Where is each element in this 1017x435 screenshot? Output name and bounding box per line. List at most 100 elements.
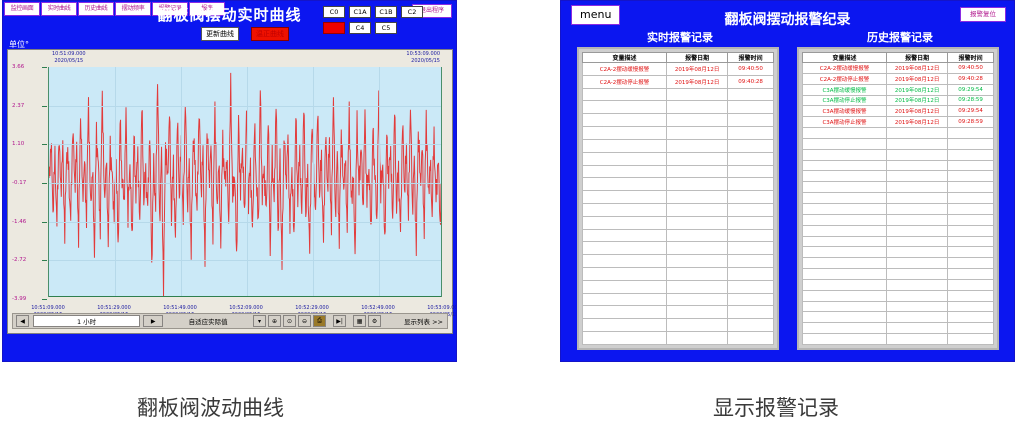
empty-cell (886, 311, 949, 324)
table-row-empty[interactable] (581, 305, 774, 320)
table-row-empty[interactable] (581, 254, 774, 268)
chevron-down-icon[interactable]: ▾ (253, 315, 267, 327)
table-row-empty[interactable] (581, 190, 774, 204)
empty-cell (581, 228, 668, 243)
empty-cell (581, 267, 668, 281)
table-row[interactable]: C2A-2摆动停止报警 2019年08月12日 09:40:28 (801, 72, 994, 85)
table-row-empty[interactable] (581, 202, 774, 217)
table-row-empty[interactable] (581, 177, 774, 192)
nav-button-1[interactable]: 实时曲线 (41, 2, 77, 16)
empty-cell (666, 215, 729, 230)
alarm-description: C3A摆动停止报警 (801, 94, 888, 107)
table-row-empty[interactable] (581, 215, 774, 230)
action-button-1[interactable]: 温正曲线 (251, 27, 289, 41)
print-icon[interactable]: ⎙ (313, 315, 327, 327)
table-row[interactable]: C3A摆动停止报警 2019年08月12日 09:28:59 (801, 94, 994, 107)
table-row-empty[interactable] (801, 257, 994, 270)
settings-gear-icon[interactable]: ⚙ (368, 315, 382, 327)
channel-button-C1A[interactable]: C1A (349, 6, 371, 18)
table-row-empty[interactable] (581, 113, 774, 128)
empty-cell (581, 331, 668, 345)
channel-button-C0[interactable]: C0 (323, 6, 345, 18)
action-button-0[interactable]: 更新曲线 (201, 27, 239, 41)
empty-cell (727, 87, 774, 102)
table-row-empty[interactable] (801, 127, 994, 139)
table-row-empty[interactable] (801, 181, 994, 194)
empty-cell (801, 224, 888, 237)
table-row-empty[interactable] (581, 279, 774, 294)
nav-button-0[interactable]: 监控画面 (4, 2, 40, 16)
scale-mode-label[interactable]: 自适应实际值 (188, 318, 228, 326)
table-row-empty[interactable] (801, 170, 994, 183)
table-row-empty[interactable] (801, 224, 994, 237)
zoom-fit-icon[interactable]: ⊙ (283, 315, 297, 327)
zoom-in-icon[interactable]: ⊕ (268, 315, 282, 327)
table-row[interactable]: C2A-2摆动缓慢报警 2019年08月12日 09:40:50 (801, 62, 994, 74)
empty-cell (886, 159, 949, 172)
table-row-empty[interactable] (801, 159, 994, 172)
channel-button-C2[interactable]: C2 (401, 6, 423, 18)
table-row-empty[interactable] (581, 87, 774, 102)
channel-button-C4[interactable]: C4 (349, 22, 371, 34)
channel-button-C5[interactable]: C5 (375, 22, 397, 34)
table-row-empty[interactable] (801, 322, 994, 335)
cursor-line-right[interactable] (441, 67, 442, 297)
table-row-empty[interactable] (801, 300, 994, 313)
menu-button[interactable]: menu (571, 5, 621, 25)
table-row-empty[interactable] (581, 126, 774, 140)
empty-cell (947, 322, 994, 335)
show-list-button[interactable]: 显示列表 >> (404, 318, 443, 326)
alarm-time: 09:29:54 (947, 83, 994, 96)
table-row[interactable]: C3A摆动缓慢报警 2019年08月12日 09:29:54 (801, 83, 994, 96)
prev-button[interactable]: ◀ (16, 315, 29, 327)
alarm-reset-button[interactable]: 报警复位 (960, 7, 1006, 22)
grid-icon[interactable]: ▦ (353, 315, 367, 327)
table-row-empty[interactable] (581, 241, 774, 256)
table-row-empty[interactable] (801, 246, 994, 259)
table-row-empty[interactable] (801, 148, 994, 161)
channel-button-C1B[interactable]: C1B (375, 6, 397, 18)
table-row-empty[interactable] (801, 235, 994, 248)
table-row-empty[interactable] (801, 213, 994, 226)
play-icon[interactable]: ▶| (333, 315, 347, 327)
table-row-empty[interactable] (581, 292, 774, 307)
channel-button-C3[interactable]: C3 (323, 22, 345, 34)
table-row[interactable]: C3A摆动停止报警 2019年08月12日 09:28:59 (801, 116, 994, 129)
plot-area[interactable] (48, 67, 442, 297)
table-row-empty[interactable] (801, 202, 994, 215)
table-row-empty[interactable] (801, 333, 994, 345)
table-row-empty[interactable] (581, 138, 774, 153)
table-row-empty[interactable] (801, 289, 994, 302)
empty-cell (666, 279, 729, 294)
table-row[interactable]: C2A-2摆动停止报警 2019年08月12日 09:40:28 (581, 74, 774, 89)
realtime-alarm-table-container[interactable]: 变量描述 报警日期 报警时间 C2A-2摆动缓慢报警 2019年08月12日 09:40… (577, 47, 779, 350)
table-row-empty[interactable] (581, 331, 774, 345)
table-row-empty[interactable] (581, 151, 774, 166)
nav-button-2[interactable]: 历史曲线 (78, 2, 114, 16)
nav-button-5[interactable]: 报表 (189, 2, 225, 16)
zoom-out-icon[interactable]: ⊖ (298, 315, 312, 327)
table-row[interactable]: C3A摆动缓慢报警 2019年08月12日 09:29:54 (801, 105, 994, 118)
table-row-empty[interactable] (581, 228, 774, 243)
table-row-empty[interactable] (581, 267, 774, 281)
table-row-empty[interactable] (801, 311, 994, 324)
table-row[interactable]: C2A-2摆动缓慢报警 2019年08月12日 09:40:50 (581, 62, 774, 76)
table-row-empty[interactable] (801, 137, 994, 150)
nav-button-3[interactable]: 摆动频率 (115, 2, 151, 16)
next-button[interactable]: ▶ (143, 315, 164, 327)
table-row-empty[interactable] (801, 192, 994, 204)
table-row-empty[interactable] (581, 164, 774, 179)
nav-button-4[interactable]: 报警记录 (152, 2, 188, 16)
empty-cell (581, 241, 668, 256)
time-range-field[interactable]: 1 小时 (33, 315, 141, 327)
history-alarm-table-container[interactable]: 变量描述 报警日期 报警时间 C2A-2摆动缓慢报警 2019年08月12日 09:40… (797, 47, 999, 350)
table-row-empty[interactable] (581, 318, 774, 333)
empty-cell (581, 100, 668, 115)
empty-cell (947, 268, 994, 280)
table-row-empty[interactable] (801, 268, 994, 280)
table-row-empty[interactable] (581, 100, 774, 115)
table-row-empty[interactable] (801, 278, 994, 291)
table-header-row: 变量描述 报警日期 报警时间 (801, 52, 994, 63)
cursor-line-left[interactable] (48, 67, 49, 297)
